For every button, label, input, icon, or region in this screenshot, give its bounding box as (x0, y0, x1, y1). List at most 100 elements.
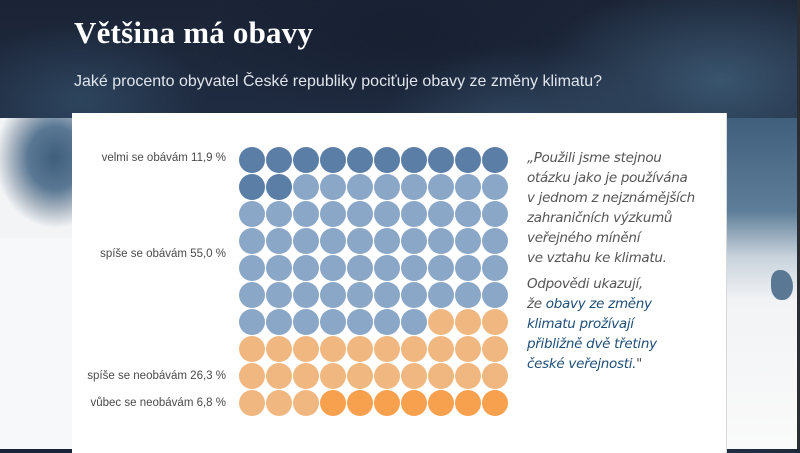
waffle-dot-spise-se-neobavam (346, 335, 373, 362)
waffle-dot-spise-se-obavam (319, 200, 346, 227)
waffle-dot-spise-se-obavam (481, 173, 508, 200)
waffle-dot-spise-se-neobavam (319, 335, 346, 362)
window-edge (797, 0, 800, 449)
quote-highlight: české veřejnosti. (527, 356, 637, 372)
quote-line: v jednom z nejznámějších (527, 190, 695, 206)
waffle-dot-spise-se-obavam (400, 254, 427, 281)
waffle-dot-velmi-se-obavam (292, 146, 319, 173)
waffle-dot-spise-se-obavam (319, 308, 346, 335)
waffle-dot-velmi-se-obavam (427, 146, 454, 173)
waffle-dot-spise-se-neobavam (373, 335, 400, 362)
waffle-dot-spise-se-neobavam (427, 335, 454, 362)
waffle-dot-spise-se-obavam (481, 200, 508, 227)
waffle-dot-spise-se-obavam (481, 281, 508, 308)
waffle-dot-spise-se-obavam (454, 254, 481, 281)
quote-line: veřejného mínění (527, 230, 641, 246)
waffle-dot-spise-se-obavam (238, 254, 265, 281)
waffle-dot-spise-se-neobavam (400, 362, 427, 389)
quote-line: ve vztahu ke klimatu. (527, 250, 667, 266)
waffle-dot-spise-se-obavam (346, 200, 373, 227)
waffle-dot-spise-se-obavam (481, 227, 508, 254)
waffle-dot-spise-se-obavam (427, 173, 454, 200)
label-velmi-se-obavam: velmi se obávám 11,9 % (101, 152, 226, 164)
quote-line: „Použili jsme stejnou (527, 150, 662, 166)
waffle-dot-spise-se-obavam (238, 200, 265, 227)
waffle-dot-spise-se-neobavam (265, 389, 292, 416)
quote-highlight: klimatu prožívají (527, 316, 634, 332)
waffle-dot-spise-se-neobavam (292, 362, 319, 389)
waffle-dot-spise-se-neobavam (292, 389, 319, 416)
waffle-dot-spise-se-neobavam (427, 362, 454, 389)
quote-closing-mark: " (636, 356, 643, 372)
waffle-dot-spise-se-obavam (373, 227, 400, 254)
waffle-dot-vubec-se-neobavam (373, 389, 400, 416)
quote-line: zahraničních výzkumů (527, 210, 673, 226)
waffle-dot-spise-se-obavam (454, 281, 481, 308)
waffle-dot-spise-se-obavam (427, 227, 454, 254)
waffle-dot-spise-se-neobavam (454, 362, 481, 389)
waffle-dot-velmi-se-obavam (265, 173, 292, 200)
waffle-dot-spise-se-neobavam (265, 335, 292, 362)
waffle-dot-spise-se-neobavam (481, 362, 508, 389)
waffle-dot-spise-se-obavam (346, 254, 373, 281)
waffle-dot-spise-se-neobavam (454, 308, 481, 335)
waffle-dot-spise-se-obavam (373, 200, 400, 227)
waffle-dot-spise-se-obavam (238, 281, 265, 308)
waffle-dot-spise-se-obavam (346, 173, 373, 200)
waffle-dot-spise-se-obavam (265, 227, 292, 254)
waffle-dot-spise-se-obavam (346, 281, 373, 308)
waffle-dot-spise-se-obavam (481, 254, 508, 281)
waffle-dot-spise-se-obavam (346, 308, 373, 335)
waffle-dot-spise-se-obavam (400, 227, 427, 254)
slide-subtitle: Jaké procento obyvatel České republiky p… (74, 73, 603, 90)
waffle-dot-spise-se-obavam (373, 281, 400, 308)
quote-highlight: přibližně dvě třetiny (527, 336, 657, 352)
waffle-dot-vubec-se-neobavam (427, 389, 454, 416)
waffle-dot-vubec-se-neobavam (481, 389, 508, 416)
waffle-dot-spise-se-obavam (454, 200, 481, 227)
label-vubec-se-neobavam: vůbec se neobávám 6,8 % (90, 397, 226, 409)
waffle-dot-spise-se-obavam (238, 308, 265, 335)
waffle-dot-spise-se-neobavam (238, 362, 265, 389)
waffle-dot-spise-se-neobavam (238, 335, 265, 362)
waffle-dot-spise-se-neobavam (427, 308, 454, 335)
waffle-dot-spise-se-obavam (292, 281, 319, 308)
chart-panel (72, 113, 727, 453)
waffle-dot-spise-se-obavam (454, 173, 481, 200)
waffle-dot-vubec-se-neobavam (454, 389, 481, 416)
waffle-dot-velmi-se-obavam (346, 146, 373, 173)
waffle-dot-spise-se-obavam (400, 308, 427, 335)
waffle-dot-spise-se-obavam (427, 281, 454, 308)
waffle-dot-spise-se-obavam (265, 200, 292, 227)
waffle-dot-spise-se-obavam (292, 227, 319, 254)
waffle-dot-spise-se-neobavam (238, 389, 265, 416)
waffle-dot-spise-se-neobavam (400, 335, 427, 362)
waffle-dot-vubec-se-neobavam (346, 389, 373, 416)
waffle-dot-spise-se-obavam (319, 254, 346, 281)
waffle-dot-spise-se-obavam (319, 281, 346, 308)
waffle-dot-spise-se-obavam (373, 254, 400, 281)
waffle-dot-spise-se-neobavam (346, 362, 373, 389)
waffle-dot-velmi-se-obavam (238, 173, 265, 200)
waffle-dot-spise-se-obavam (292, 173, 319, 200)
waffle-dot-spise-se-obavam (346, 227, 373, 254)
quote-paragraph-1: „Použili jsme stejnou otázku jako je pou… (527, 148, 717, 268)
quote-paragraph-2: Odpovědi ukazují, že obavy ze změny klim… (527, 274, 717, 374)
waffle-dot-spise-se-obavam (265, 308, 292, 335)
label-spise-se-obavam: spíše se obávám 55,0 % (100, 248, 226, 260)
waffle-dot-velmi-se-obavam (454, 146, 481, 173)
waffle-dot-spise-se-obavam (238, 227, 265, 254)
waffle-dot-vubec-se-neobavam (400, 389, 427, 416)
waffle-chart (238, 146, 508, 416)
waffle-dot-spise-se-obavam (400, 281, 427, 308)
waffle-dot-spise-se-obavam (292, 200, 319, 227)
background-watercolor-left (0, 118, 74, 449)
waffle-dot-velmi-se-obavam (373, 146, 400, 173)
waffle-dot-velmi-se-obavam (238, 146, 265, 173)
quote-line: otázku jako je používána (527, 170, 688, 186)
waffle-dot-spise-se-obavam (292, 254, 319, 281)
waffle-dot-spise-se-neobavam (265, 362, 292, 389)
waffle-dot-spise-se-obavam (427, 200, 454, 227)
waffle-dot-velmi-se-obavam (265, 146, 292, 173)
waffle-dot-spise-se-neobavam (292, 335, 319, 362)
